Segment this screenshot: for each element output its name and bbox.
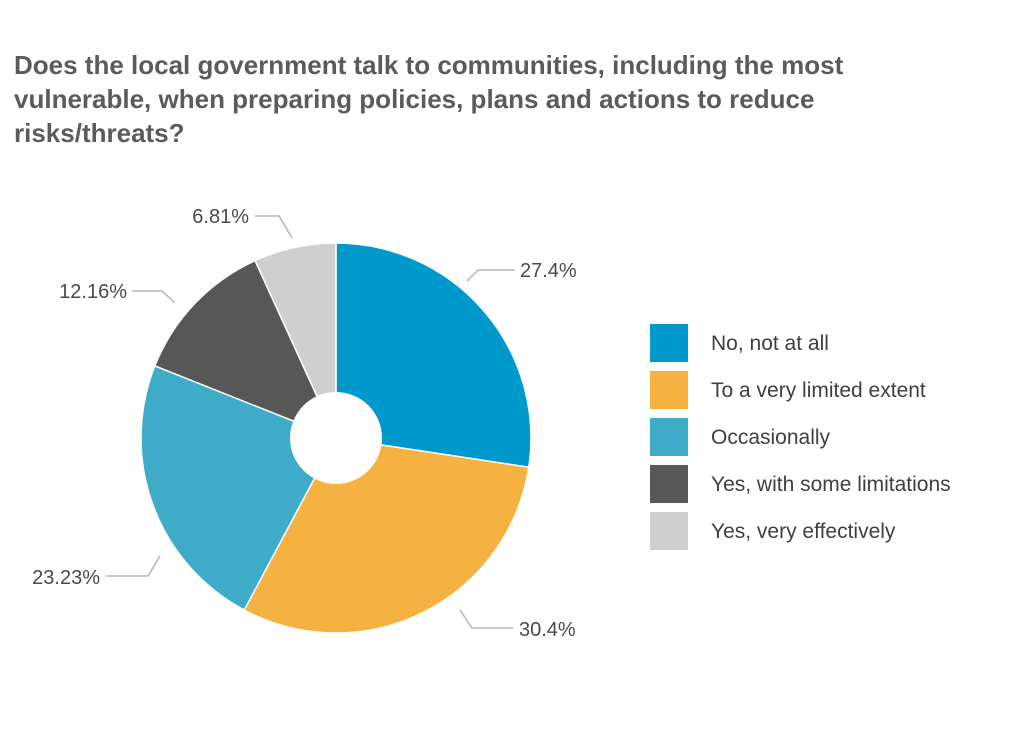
legend-swatch-to-a-very-limited-extent — [650, 371, 688, 409]
leader-line-yes-with-some-limitations — [132, 290, 176, 304]
leader-line-to-a-very-limited-extent — [459, 609, 513, 629]
slice-value-label-no-not-at-all: 27.4% — [520, 260, 577, 282]
legend-swatch-yes-very-effectively — [650, 512, 688, 550]
legend-label-yes-with-some-limitations: Yes, with some limitations — [711, 473, 951, 496]
slice-value-label-yes-very-effectively: 6.81% — [192, 206, 249, 228]
donut-hole — [290, 392, 382, 484]
leader-lines — [106, 215, 515, 629]
slice-value-label-to-a-very-limited-extent: 30.4% — [519, 619, 576, 641]
pie-slice-to-a-very-limited-extent — [243, 437, 530, 634]
chart-title: Does the local government talk to commun… — [14, 50, 844, 148]
pie-slice-occasionally — [140, 364, 338, 612]
pie-slice-yes-with-some-limitations — [153, 259, 338, 440]
slice-value-label-yes-with-some-limitations: 12.16% — [59, 281, 127, 303]
pie-slice-no-not-at-all — [335, 242, 532, 469]
pie-slices — [140, 242, 532, 634]
legend-swatch-occasionally — [650, 418, 688, 456]
leader-line-occasionally — [106, 555, 161, 577]
slice-value-label-occasionally: 23.23% — [32, 567, 100, 589]
legend-swatch-yes-with-some-limitations — [650, 465, 688, 503]
legend-label-to-a-very-limited-extent: To a very limited extent — [711, 379, 926, 402]
pie-slice-yes-very-effectively — [254, 242, 337, 439]
legend-swatch-no-not-at-all — [650, 324, 688, 362]
legend-label-occasionally: Occasionally — [711, 426, 831, 449]
leader-line-no-not-at-all — [466, 269, 515, 282]
leader-line-yes-very-effectively — [255, 215, 293, 239]
legend: No, not at all To a very limited extent Oc… — [650, 324, 951, 550]
slice-labels: 27.4% 30.4% 23.23% 12.16% 6.81% — [32, 206, 577, 641]
legend-label-yes-very-effectively: Yes, very effectively — [711, 520, 896, 543]
legend-label-no-not-at-all: No, not at all — [711, 332, 829, 355]
